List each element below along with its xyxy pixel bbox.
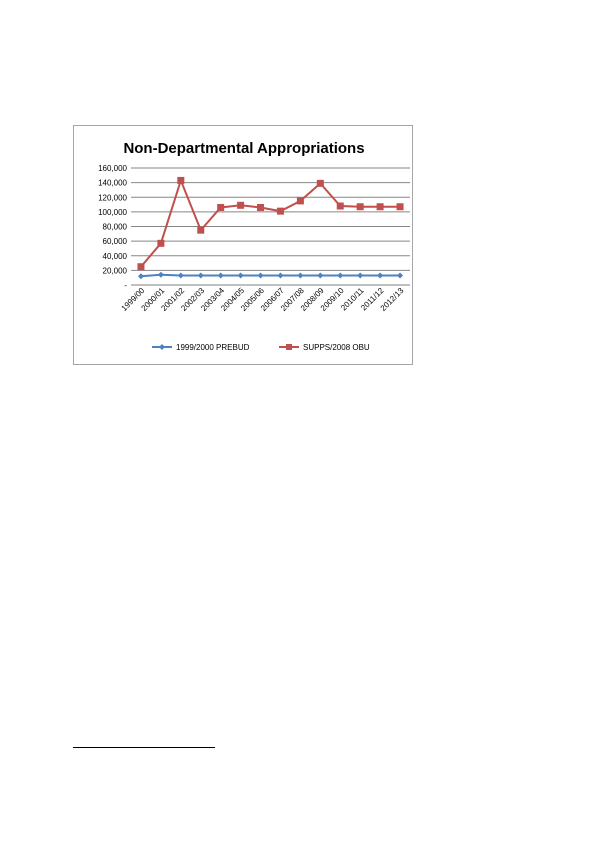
- gridlines: [131, 167, 410, 286]
- data-point: [376, 203, 384, 211]
- y-tick-label: 140,000: [98, 179, 127, 188]
- series-line: [140, 177, 401, 268]
- data-point: [137, 273, 144, 280]
- series-2: [137, 176, 404, 271]
- data-point: [316, 179, 324, 187]
- data-point: [137, 263, 145, 271]
- data-point: [276, 207, 284, 215]
- legend-marker: [286, 344, 292, 350]
- y-tick-label: 40,000: [103, 252, 128, 261]
- legend-marker: [159, 344, 165, 350]
- data-point: [357, 272, 364, 279]
- y-tick-label: 20,000: [103, 266, 128, 275]
- x-axis-ticks: 1999/002000/012001/022002/032003/042004/…: [120, 286, 406, 313]
- data-point: [197, 272, 204, 279]
- legend-item: SUPPS/2008 OBU: [279, 343, 370, 352]
- data-point: [277, 272, 284, 279]
- legend-label: 1999/2000 PREBUD: [176, 343, 250, 352]
- data-point: [336, 202, 344, 210]
- data-point: [217, 203, 225, 211]
- chart-frame: Non-Departmental Appropriations - 20,000 4…: [73, 125, 413, 365]
- footnote-separator: [73, 747, 215, 748]
- line-chart: Non-Departmental Appropriations - 20,000 4…: [98, 140, 410, 352]
- y-tick-label: 120,000: [98, 193, 127, 202]
- data-point: [177, 176, 185, 184]
- data-point: [317, 272, 324, 279]
- data-point: [237, 272, 244, 279]
- legend-item: 1999/2000 PREBUD: [152, 343, 250, 352]
- data-point: [157, 271, 164, 278]
- legend: 1999/2000 PREBUD SUPPS/2008 OBU: [152, 343, 370, 352]
- y-tick-label: 80,000: [103, 223, 128, 232]
- y-tick-label: -: [124, 281, 127, 290]
- data-point: [377, 272, 384, 279]
- data-point: [396, 203, 404, 211]
- data-point: [257, 272, 264, 279]
- legend-label: SUPPS/2008 OBU: [303, 343, 370, 352]
- data-point: [177, 272, 184, 279]
- y-axis-ticks: - 20,000 40,000 60,000 80,000 100,000 120,000 1…: [98, 164, 127, 290]
- data-point: [197, 226, 205, 234]
- data-point: [356, 203, 364, 211]
- chart-title: Non-Departmental Appropriations: [123, 140, 364, 157]
- data-point: [397, 272, 404, 279]
- data-point: [157, 239, 165, 247]
- y-tick-label: 160,000: [98, 164, 127, 173]
- data-point: [297, 272, 304, 279]
- data-point: [296, 197, 304, 205]
- series-layer: [137, 176, 404, 280]
- data-point: [237, 201, 245, 209]
- y-tick-label: 60,000: [103, 237, 128, 246]
- series-1: [137, 271, 404, 280]
- data-point: [257, 203, 265, 211]
- data-point: [337, 272, 344, 279]
- y-tick-label: 100,000: [98, 208, 127, 217]
- data-point: [217, 272, 224, 279]
- series-line: [140, 273, 401, 278]
